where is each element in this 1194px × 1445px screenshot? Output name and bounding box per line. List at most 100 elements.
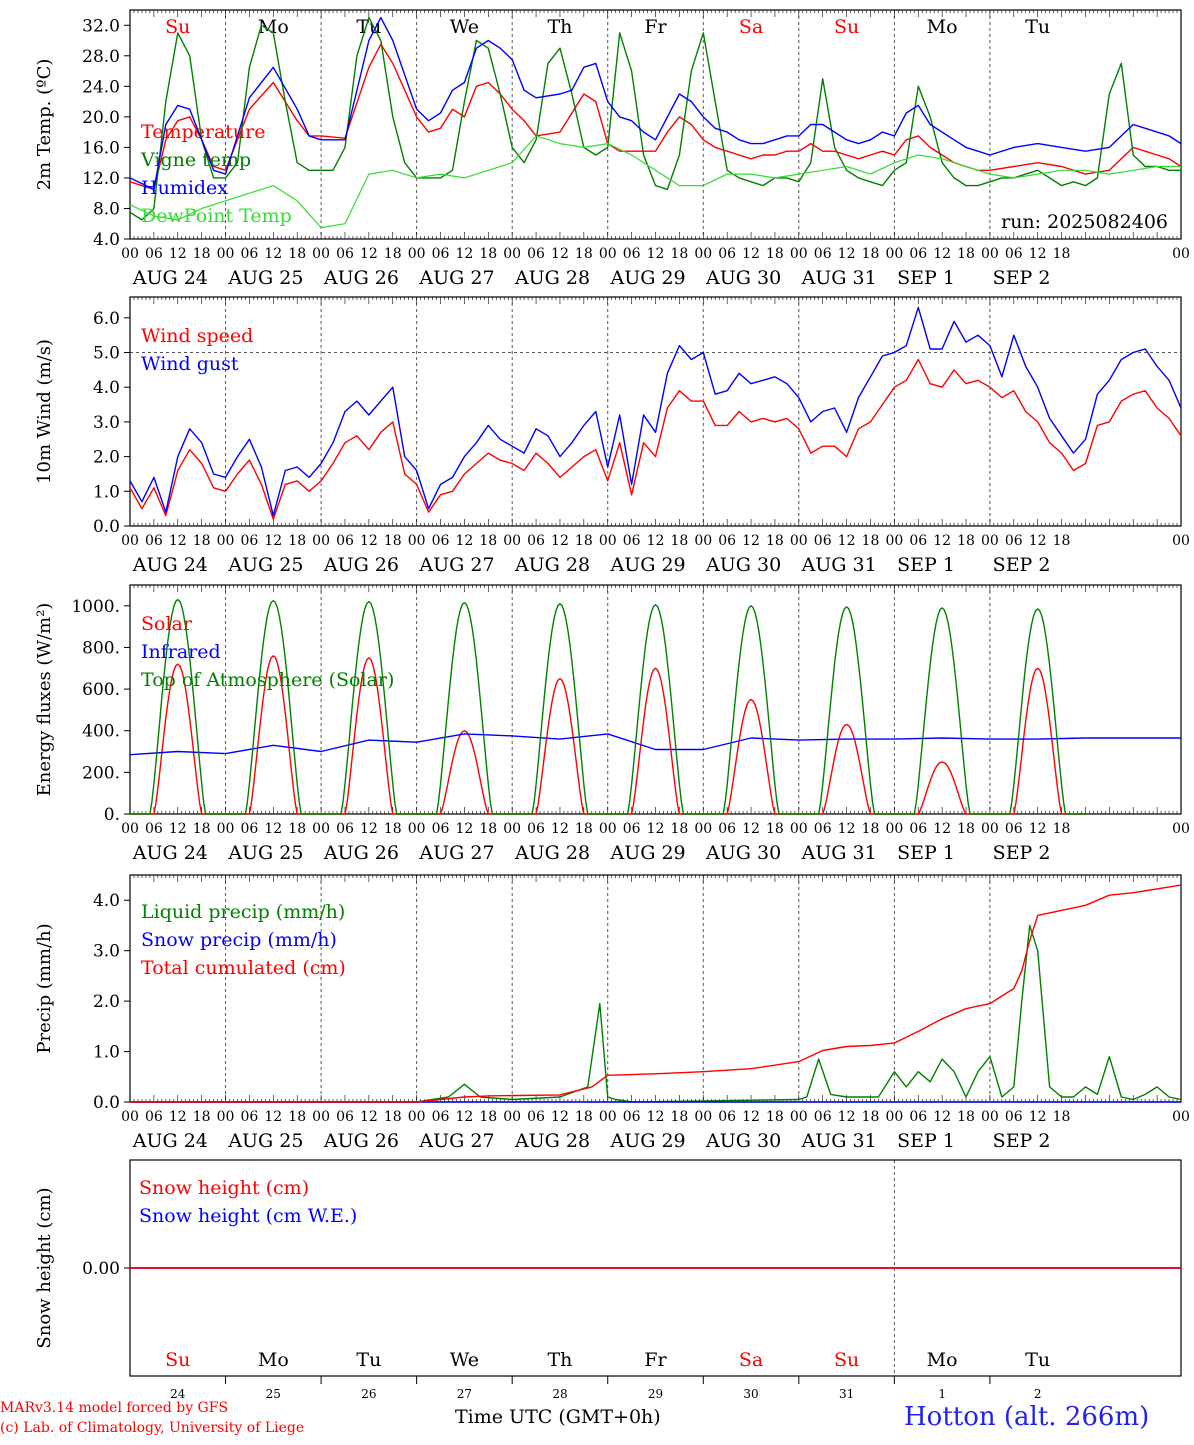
- hour-tick-label: 18: [575, 533, 593, 549]
- date-label: SEP 1: [897, 1130, 955, 1152]
- hour-tick-label: 18: [575, 821, 593, 837]
- date-label: SEP 1: [897, 842, 955, 864]
- hour-tick-label: 18: [957, 821, 975, 837]
- hour-tick-label: 06: [241, 1109, 259, 1125]
- hour-tick-label: 00: [694, 821, 712, 837]
- hour-tick-label: 18: [957, 246, 975, 262]
- hour-tick-label: 18: [288, 1109, 306, 1125]
- day-label: Th: [547, 16, 572, 38]
- hour-tick-label: 06: [623, 821, 641, 837]
- hour-tick-label: 12: [933, 246, 951, 262]
- hour-tick-label: 00: [790, 246, 808, 262]
- hour-tick-label: 06: [145, 1109, 163, 1125]
- hour-tick-label: 06: [1005, 821, 1023, 837]
- day-label: Tu: [1025, 1349, 1050, 1371]
- legend-entry: Liquid precip (mm/h): [141, 901, 345, 923]
- y-tick-label: 0.: [104, 805, 120, 825]
- hour-tick-label: 06: [336, 533, 354, 549]
- date-label: AUG 25: [227, 267, 303, 289]
- hour-tick-label: 00: [217, 821, 235, 837]
- hour-tick-label: 00: [217, 246, 235, 262]
- hour-tick-label: 06: [814, 821, 832, 837]
- hour-tick-label: 00: [217, 1109, 235, 1125]
- date-label: AUG 24: [132, 267, 208, 289]
- date-label: AUG 30: [705, 267, 781, 289]
- date-label: AUG 28: [514, 842, 590, 864]
- day-number-label: 31: [839, 1387, 854, 1401]
- y-tick-label: 3.0: [93, 413, 120, 433]
- hour-tick-label: 12: [264, 1109, 282, 1125]
- hour-tick-label: 18: [479, 821, 497, 837]
- hour-tick-label: 12: [1029, 246, 1047, 262]
- hour-tick-label: 12: [264, 246, 282, 262]
- y-tick-label: 0.00: [82, 1259, 120, 1279]
- day-number-label: 27: [457, 1387, 472, 1401]
- hour-tick-label: 00: [981, 821, 999, 837]
- hour-tick-label: 06: [1005, 1109, 1023, 1125]
- date-label: AUG 31: [801, 554, 877, 576]
- date-label: AUG 28: [514, 267, 590, 289]
- hour-tick-label: 06: [909, 1109, 927, 1125]
- series-line-total-cumulated-cm-: [130, 884, 1182, 1103]
- y-tick-label: 3.0: [93, 942, 120, 962]
- day-label: Tu: [356, 1349, 381, 1371]
- hour-tick-label: 12: [838, 246, 856, 262]
- date-label: SEP 2: [993, 267, 1051, 289]
- date-label: AUG 26: [323, 554, 399, 576]
- credit-lab: (c) Lab. of Climatology, University of L…: [0, 1420, 305, 1436]
- day-label: Sa: [739, 16, 763, 38]
- legend-entry: Snow height (cm W.E.): [139, 1205, 357, 1227]
- hour-tick-label: 12: [169, 1109, 187, 1125]
- hour-tick-label: 00: [790, 533, 808, 549]
- day-number-label: 30: [743, 1387, 758, 1401]
- hour-tick-label: 18: [1053, 821, 1071, 837]
- hour-tick-label: 06: [1005, 533, 1023, 549]
- hour-tick-label: 18: [862, 246, 880, 262]
- legend-entry: DewPoint Temp: [141, 205, 292, 227]
- hour-tick-label: 00: [312, 246, 330, 262]
- series-line-vigne-temp: [129, 16, 1181, 221]
- hour-tick-label: 18: [766, 1109, 784, 1125]
- date-label: AUG 27: [418, 842, 494, 864]
- y-tick-label: 1000.: [71, 597, 120, 617]
- hour-tick-label: 12: [933, 1109, 951, 1125]
- hour-tick-label: 12: [742, 1109, 760, 1125]
- hour-tick-label: 12: [169, 821, 187, 837]
- hour-tick-label: 00: [121, 533, 139, 549]
- day-label: Su: [165, 16, 190, 38]
- hour-tick-label: 12: [933, 821, 951, 837]
- hour-tick-label: 12: [1029, 1109, 1047, 1125]
- hour-tick-label: 12: [647, 246, 665, 262]
- hour-tick-label: 12: [455, 533, 473, 549]
- legend-entry: Snow height (cm): [139, 1177, 309, 1199]
- y-tick-label: 24.0: [82, 77, 120, 97]
- hour-tick-label: 18: [862, 533, 880, 549]
- date-label: AUG 29: [610, 1130, 686, 1152]
- legend-entry: Vigne temp: [140, 149, 251, 171]
- hour-tick-label: 06: [623, 1109, 641, 1125]
- hour-tick-label: 06: [527, 1109, 545, 1125]
- hour-tick-label: 18: [193, 821, 211, 837]
- hour-tick-label: 12: [360, 821, 378, 837]
- hour-tick-label: 06: [336, 246, 354, 262]
- hour-tick-label: 00: [694, 1109, 712, 1125]
- series-line-infrared: [129, 733, 1181, 756]
- hour-tick-label: 00: [312, 533, 330, 549]
- day-label: Sa: [739, 1349, 763, 1371]
- date-label: SEP 2: [993, 1130, 1051, 1152]
- hour-tick-label: 12: [551, 1109, 569, 1125]
- day-number-label: 26: [361, 1387, 376, 1401]
- hour-tick-label: 00: [503, 821, 521, 837]
- hour-tick-label: 00: [981, 1109, 999, 1125]
- hour-tick-label: 12: [264, 533, 282, 549]
- series-line-top-of-atmosphere-solar-: [130, 598, 1086, 815]
- hour-tick-label: 12: [742, 533, 760, 549]
- y-tick-label: 800.: [82, 638, 120, 658]
- y-axis-label: Precip (mm/h): [34, 923, 55, 1053]
- y-tick-label: 0.0: [93, 1093, 120, 1113]
- hour-tick-label: 12: [1029, 821, 1047, 837]
- day-label: We: [450, 1349, 479, 1371]
- y-tick-label: 16.0: [82, 138, 120, 158]
- hour-tick-label: 00: [503, 246, 521, 262]
